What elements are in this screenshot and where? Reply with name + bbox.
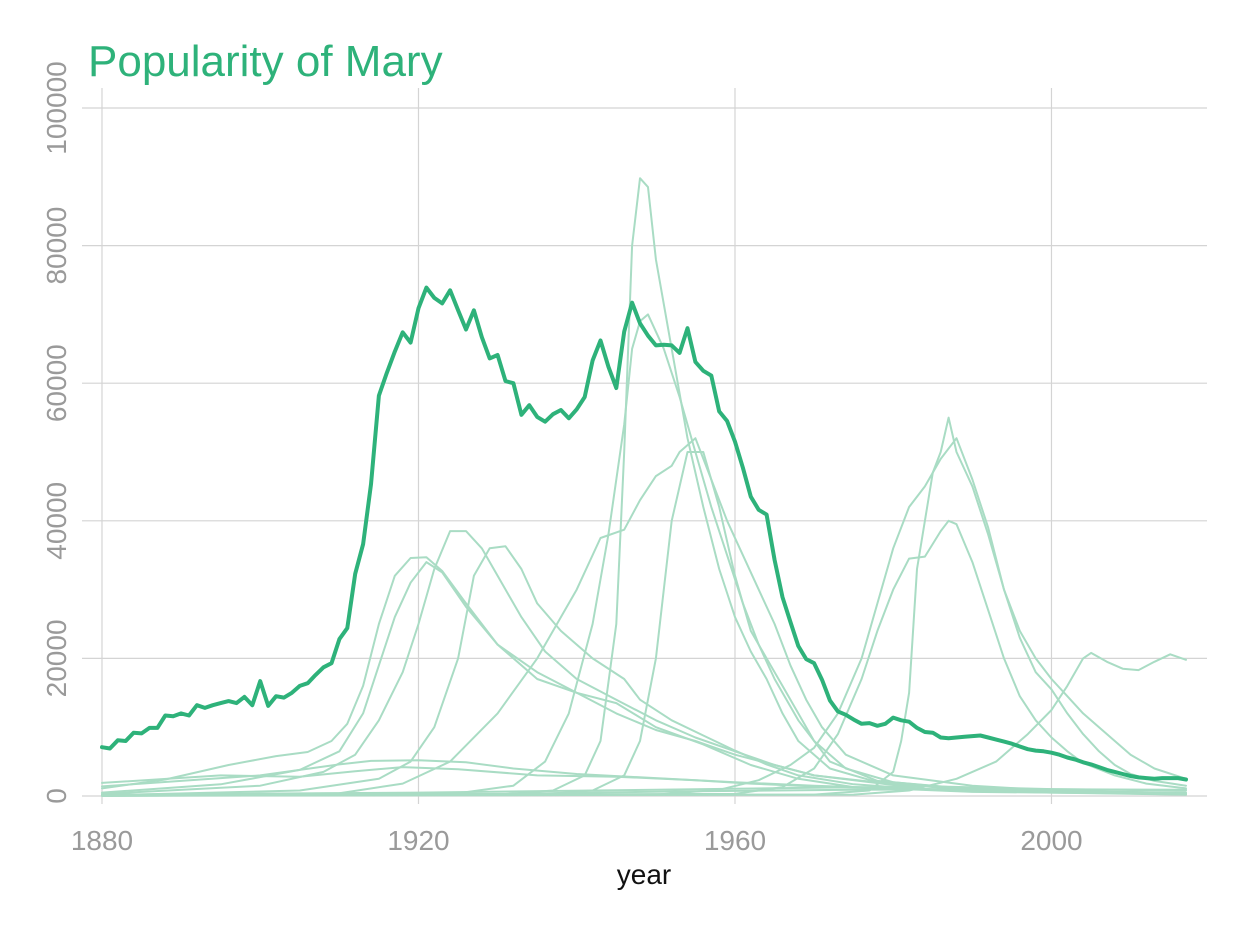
- highlight-series-line: [100, 285, 1188, 782]
- y-tick-label-1: 20000: [41, 619, 72, 697]
- background-series-line-6: [101, 437, 1187, 797]
- grid: [82, 88, 1207, 804]
- background-series-line-4: [101, 530, 1187, 795]
- x-axis-title: year: [617, 859, 671, 890]
- y-tick-label-0: 0: [41, 788, 72, 804]
- background-series-line-2: [101, 556, 1187, 795]
- y-tick-label-5: 100000: [41, 61, 72, 154]
- background-series-line-10: [101, 437, 1187, 797]
- y-tick-label-4: 80000: [41, 207, 72, 285]
- y-tick-label-2: 40000: [41, 482, 72, 560]
- x-tick-label-2: 1960: [704, 825, 766, 856]
- highlight-series-group: [100, 285, 1188, 782]
- background-series-line-12: [101, 416, 1187, 797]
- background-series-line-15: [101, 788, 1187, 797]
- background-series-line-8: [101, 177, 1187, 797]
- background-series-line-9: [101, 451, 1187, 797]
- axis-ticks: 1880 1920 1960 2000020000400006000080000100…: [41, 61, 1083, 856]
- background-series-line-5: [101, 545, 1187, 797]
- x-tick-label-3: 2000: [1020, 825, 1082, 856]
- background-series-line-7: [101, 313, 1187, 797]
- background-series-group: [101, 177, 1187, 797]
- x-tick-label-0: 1880: [71, 825, 133, 856]
- y-tick-label-3: 60000: [41, 344, 72, 422]
- background-series-line-11: [101, 519, 1187, 797]
- background-series-line-13: [101, 651, 1187, 797]
- chart-title: Popularity of Mary: [88, 37, 443, 86]
- x-tick-label-1: 1920: [387, 825, 449, 856]
